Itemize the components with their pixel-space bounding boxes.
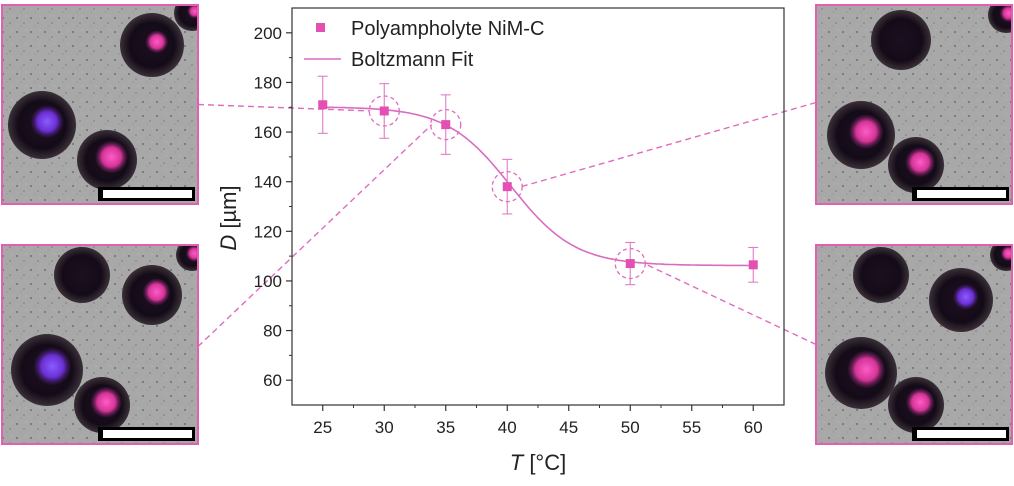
fit-line bbox=[322, 106, 754, 267]
fluorescent-core bbox=[1000, 245, 1012, 261]
x-tick-label: 45 bbox=[559, 418, 578, 437]
panel-frame bbox=[815, 244, 1013, 445]
scale-bar bbox=[917, 190, 1006, 198]
micrograph-panels bbox=[1, 4, 1013, 445]
panel-frame bbox=[1, 244, 199, 445]
microgel-sphere bbox=[54, 247, 110, 303]
marker-square bbox=[318, 100, 328, 110]
connector-line bbox=[197, 103, 371, 112]
fit-curve bbox=[322, 106, 754, 267]
connector-line bbox=[521, 101, 817, 188]
fluorescent-core bbox=[847, 350, 885, 388]
plot-area: 25 30 35 40 45 50 55 60 60 80 100 120 140 160 180 200 P… bbox=[216, 7, 785, 475]
axes: 25 30 35 40 45 50 55 60 60 80 100 120 140 160 180 200 bbox=[254, 7, 785, 437]
legend-label-series-1: Polyampholyte NiM-C bbox=[351, 18, 544, 40]
panel-image bbox=[2, 245, 198, 444]
data-point bbox=[317, 75, 328, 134]
y-tick-label: 180 bbox=[254, 73, 282, 92]
y-axis-label: D [µm] bbox=[216, 185, 241, 250]
data-points bbox=[317, 75, 759, 286]
scale-bar bbox=[103, 430, 192, 438]
fluorescent-core bbox=[143, 278, 170, 306]
scale-bar bbox=[917, 430, 1006, 438]
x-axis-label: T [°C] bbox=[510, 450, 566, 475]
x-axis-label-symbol: T bbox=[510, 450, 525, 475]
fluorescent-core bbox=[905, 147, 935, 177]
fluorescent-core bbox=[186, 245, 198, 262]
fluorescent-core bbox=[30, 105, 64, 138]
marker-square bbox=[379, 106, 389, 116]
fluorescent-core bbox=[187, 5, 198, 19]
panel-frame bbox=[1, 4, 199, 205]
panel-frame bbox=[815, 4, 1013, 205]
fluorescent-core bbox=[953, 284, 979, 310]
fluorescent-core bbox=[999, 5, 1012, 23]
data-point bbox=[502, 158, 513, 215]
connector-lines bbox=[197, 101, 817, 347]
y-tick-label: 120 bbox=[254, 222, 282, 241]
y-tick-label: 160 bbox=[254, 123, 282, 142]
panel-bottom-right bbox=[815, 244, 1013, 445]
panel-top-right bbox=[815, 4, 1013, 205]
y-axis-label-unit: [µm] bbox=[216, 185, 241, 234]
panel-top-left bbox=[1, 4, 199, 205]
panel-image bbox=[816, 245, 1012, 444]
fluorescent-core bbox=[95, 140, 128, 174]
x-tick-label: 30 bbox=[375, 418, 394, 437]
marker-square bbox=[625, 259, 635, 269]
legend-label-series-2: Boltzmann Fit bbox=[351, 49, 474, 71]
data-point bbox=[625, 241, 636, 286]
microgel-sphere bbox=[871, 10, 931, 70]
y-axis-label-symbol: D bbox=[216, 235, 241, 251]
y-tick-label: 100 bbox=[254, 272, 282, 291]
x-tick-label: 25 bbox=[313, 418, 332, 437]
legend: Polyampholyte NiM-C Boltzmann Fit bbox=[304, 18, 544, 71]
data-point bbox=[440, 94, 451, 155]
connector-line bbox=[643, 262, 817, 346]
microgel-sphere bbox=[853, 247, 909, 303]
y-tick-label: 140 bbox=[254, 173, 282, 192]
fluorescent-core bbox=[33, 347, 71, 385]
fluorescent-core bbox=[906, 388, 935, 417]
panel-bottom-left bbox=[1, 244, 199, 445]
legend-marker-square bbox=[316, 23, 325, 32]
connector-line bbox=[197, 124, 433, 347]
y-tick-label: 60 bbox=[263, 371, 282, 390]
data-point bbox=[379, 83, 390, 139]
marker-square bbox=[748, 260, 758, 270]
scale-bar bbox=[103, 190, 192, 198]
y-tick-label: 200 bbox=[254, 24, 282, 43]
panel-image bbox=[816, 5, 1012, 204]
fluorescent-core bbox=[145, 30, 168, 53]
x-axis-label-unit: [°C] bbox=[523, 450, 566, 475]
panel-image bbox=[2, 5, 198, 204]
x-tick-label: 40 bbox=[498, 418, 517, 437]
x-tick-label: 60 bbox=[744, 418, 763, 437]
x-tick-label: 55 bbox=[682, 418, 701, 437]
y-tick-label: 80 bbox=[263, 322, 282, 341]
fluorescent-core bbox=[849, 114, 884, 149]
x-tick-label: 35 bbox=[436, 418, 455, 437]
data-point bbox=[748, 246, 759, 283]
x-tick-label: 50 bbox=[621, 418, 640, 437]
marker-square bbox=[441, 120, 451, 130]
marker-square bbox=[502, 182, 512, 192]
fluorescent-core bbox=[90, 386, 122, 418]
